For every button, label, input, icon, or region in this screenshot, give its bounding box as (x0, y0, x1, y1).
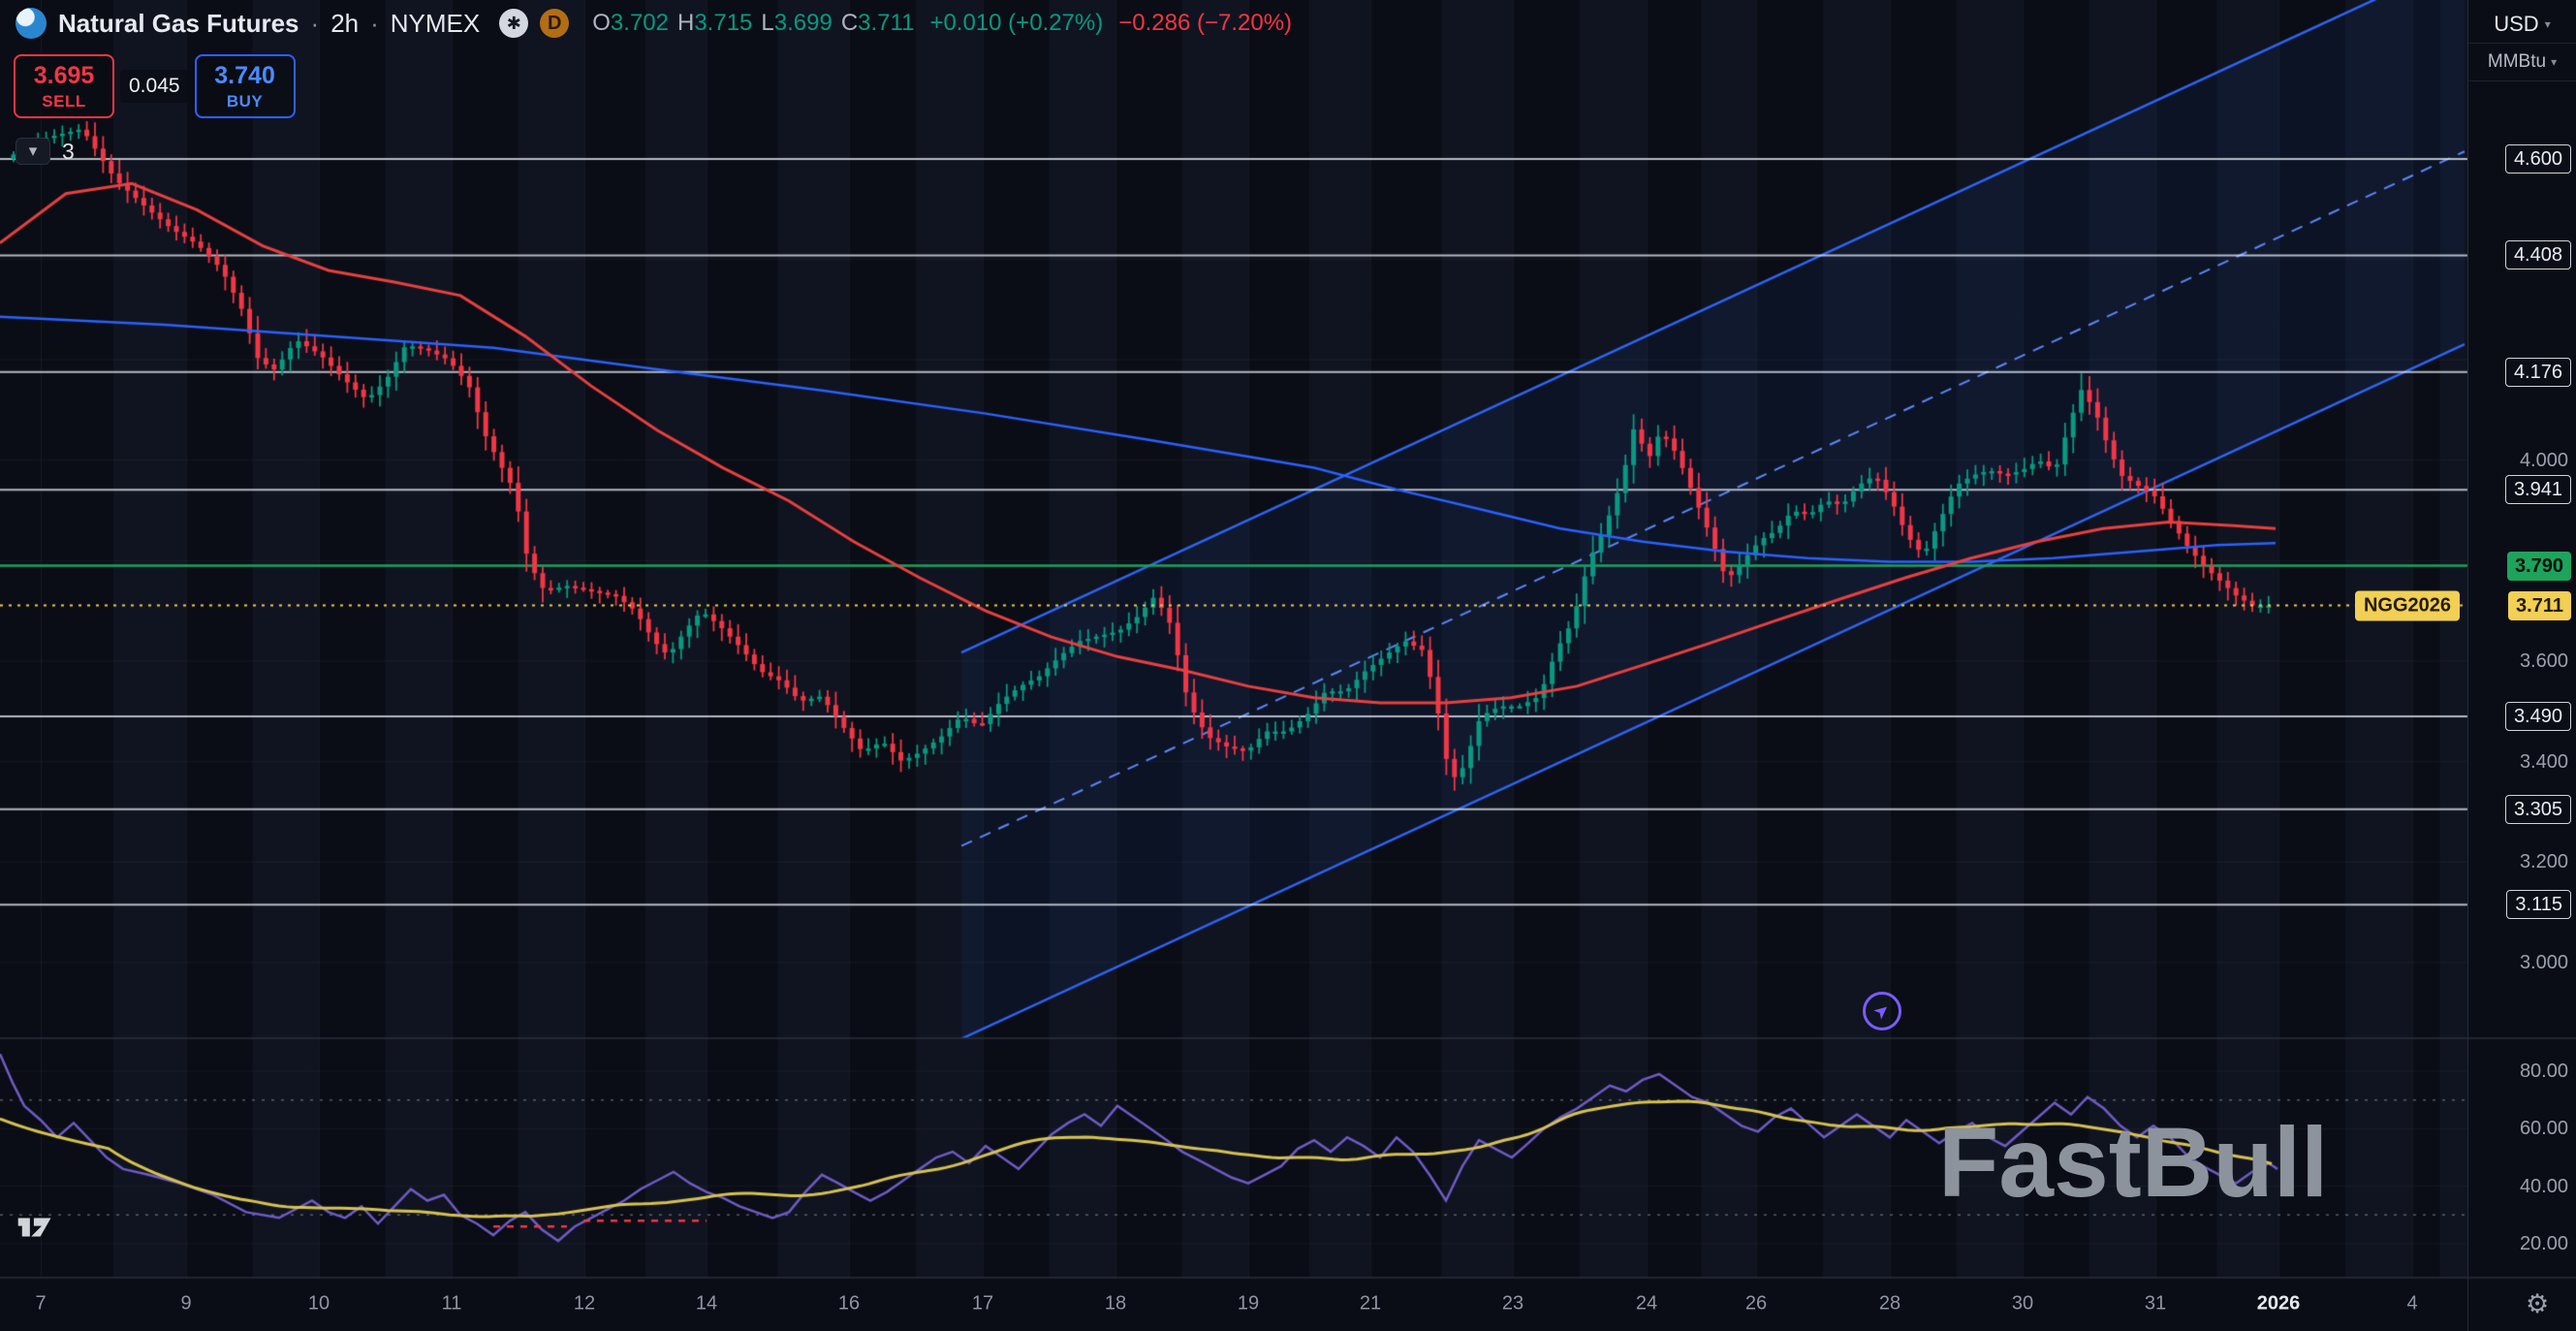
price-label-80.00: 80.00 (2519, 1061, 2568, 1082)
indicator-count: 3 (62, 138, 75, 164)
unit-selector[interactable]: MMBtu ▾ (2468, 44, 2576, 81)
unit-label: MMBtu (2487, 51, 2547, 72)
price-label-3.790: 3.790 (2506, 551, 2571, 581)
price-label-4.176: 4.176 (2504, 357, 2571, 387)
price-label-3.941: 3.941 (2504, 475, 2571, 505)
interval-label[interactable]: 2h (330, 8, 360, 38)
asterisk-icon[interactable]: ✱ (499, 9, 529, 38)
date-label-2026: 2026 (2256, 1292, 2301, 1315)
drawing-arrow-icon[interactable]: ➤ (1863, 992, 1901, 1030)
date-axis[interactable]: ⚙ 7 9 10 11 12 14 16 17 18 19 21 23 24 26 28 30 31 2026 4 (0, 1278, 2576, 1331)
symbol-legend: Natural Gas Futures · 2h · NYMEX ✱ D O3.… (16, 8, 1292, 39)
chevron-down-icon: ▾ (2544, 17, 2551, 31)
date-label-30: 30 (2011, 1292, 2034, 1315)
chevron-down-icon[interactable]: ▾ (16, 138, 50, 165)
change-value: +0.010 (+0.27%) (929, 10, 1104, 36)
open-label: O (592, 10, 611, 36)
series-tag: NGG2026 (2354, 590, 2460, 620)
legend-separator: · (370, 8, 379, 38)
price-label-3.115: 3.115 (2506, 890, 2571, 920)
sell-price: 3.695 (33, 61, 95, 89)
price-label-3.200: 3.200 (2519, 851, 2568, 873)
arrow-glyph: ➤ (1869, 998, 1895, 1025)
buy-price: 3.740 (214, 61, 275, 89)
date-label-26: 26 (1744, 1292, 1768, 1315)
close-label: C (840, 10, 859, 36)
price-label-40.00: 40.00 (2519, 1175, 2568, 1197)
buy-label: BUY (226, 91, 264, 111)
spread-value: 0.045 (120, 70, 189, 103)
high-label: H (676, 10, 695, 36)
gear-icon[interactable]: ⚙ (2526, 1289, 2550, 1318)
close-value: 3.711 (858, 10, 915, 36)
symbol-logo-icon (16, 8, 47, 39)
price-label-60.00: 60.00 (2519, 1118, 2568, 1140)
low-label: L (761, 10, 774, 36)
currency-label: USD (2494, 12, 2539, 36)
date-label-19: 19 (1237, 1292, 1260, 1315)
date-label-7: 7 (35, 1292, 47, 1315)
price-axis-header: USD ▾ MMBtu ▾ (2468, 0, 2576, 81)
sell-label: SELL (42, 91, 86, 111)
buy-button[interactable]: 3.740 BUY (194, 54, 296, 118)
price-label-3.711: 3.711 (2508, 590, 2571, 620)
ohlc-readout: O3.702 H3.715 L3.699 C3.711 (592, 10, 914, 37)
daily-timeframe-badge[interactable]: D (540, 9, 570, 38)
date-label-28: 28 (1878, 1292, 1901, 1315)
sell-button[interactable]: 3.695 SELL (14, 54, 114, 118)
date-label-14: 14 (695, 1292, 718, 1315)
symbol-title[interactable]: Natural Gas Futures (58, 8, 299, 38)
low-value: 3.699 (773, 10, 832, 36)
fastbull-watermark: FastBull (1938, 1107, 2329, 1218)
currency-selector[interactable]: USD ▾ (2468, 6, 2576, 44)
chevron-down-icon: ▾ (2551, 55, 2558, 69)
date-label-18: 18 (1104, 1292, 1127, 1315)
date-label-23: 23 (1501, 1292, 1524, 1315)
price-label-4.000: 4.000 (2519, 449, 2568, 471)
exchange-label[interactable]: NYMEX (390, 8, 481, 38)
price-label-3.400: 3.400 (2519, 750, 2568, 773)
price-label-4.600: 4.600 (2504, 144, 2571, 174)
date-label-24: 24 (1635, 1292, 1658, 1315)
price-label-20.00: 20.00 (2519, 1233, 2568, 1255)
price-label-3.490: 3.490 (2504, 701, 2571, 731)
price-axis[interactable]: USD ▾ MMBtu ▾ 4.600 4.408 4.176 4.000 3.941 3… (2467, 0, 2576, 1331)
date-label-4: 4 (2406, 1292, 2418, 1315)
price-label-3.000: 3.000 (2519, 951, 2568, 973)
price-label-3.305: 3.305 (2504, 794, 2571, 824)
price-label-3.600: 3.600 (2519, 650, 2568, 672)
open-value: 3.702 (610, 10, 669, 36)
high-value: 3.715 (694, 10, 753, 36)
date-label-10: 10 (307, 1292, 330, 1315)
tradingview-logo[interactable] (16, 1210, 68, 1245)
legend-separator: · (310, 8, 320, 38)
legend-collapse-row: ▾ 3 (16, 138, 75, 165)
trade-widget: 3.695 SELL 0.045 3.740 BUY (14, 54, 296, 118)
date-label-9: 9 (180, 1292, 192, 1315)
date-label-12: 12 (573, 1292, 596, 1315)
date-label-16: 16 (837, 1292, 861, 1315)
price-label-4.408: 4.408 (2504, 240, 2571, 270)
date-label-21: 21 (1359, 1292, 1382, 1315)
secondary-change-value: −0.286 (−7.20%) (1118, 10, 1293, 36)
date-label-17: 17 (971, 1292, 994, 1315)
date-label-31: 31 (2144, 1292, 2167, 1315)
date-label-11: 11 (441, 1292, 462, 1315)
